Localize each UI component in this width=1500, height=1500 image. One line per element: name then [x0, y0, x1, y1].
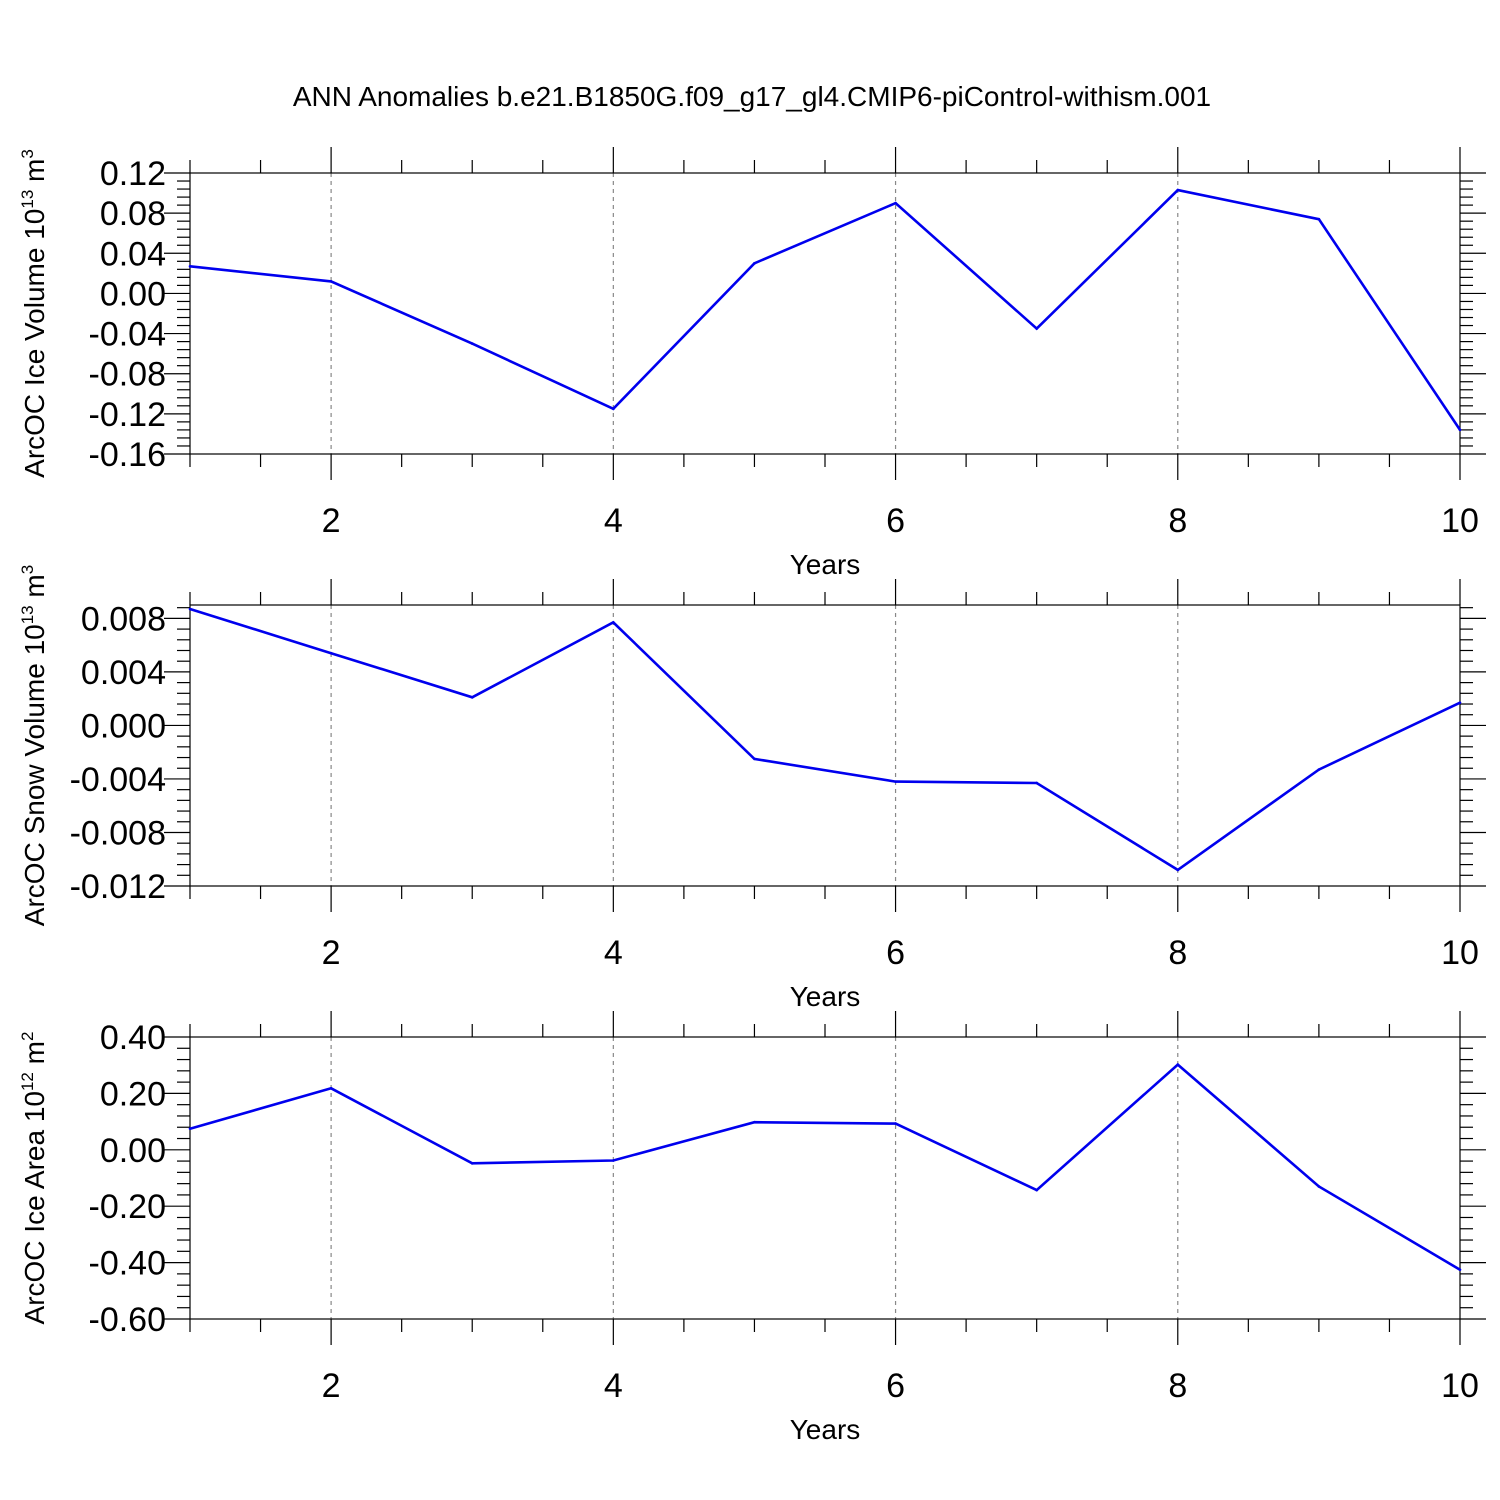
data-point — [1458, 701, 1462, 704]
x-tick-label: 6 — [886, 934, 905, 972]
data-point — [1035, 781, 1038, 785]
y-tick-label: -0.60 — [89, 1301, 167, 1339]
x-tick-label: 2 — [322, 1367, 341, 1405]
series-line — [189, 188, 1462, 431]
chart-panel-3: -0.60 -0.40 -0.20 0.00 0.20 0.40 2 4 6 8 10 Years Ar… — [18, 1011, 1486, 1445]
chart-panel-2: -0.012 -0.008 -0.004 0.000 0.004 0.008 2 4 6 8 10 Y… — [18, 565, 1486, 1012]
x-axis-label: Years — [790, 1414, 861, 1445]
plot-frame — [189, 1036, 1461, 1320]
data-point — [1458, 428, 1462, 432]
y-axis-label-text: ArcOC Snow Volume 10 — [19, 624, 50, 926]
x-tick-label: 4 — [604, 1367, 623, 1405]
y-axis-label-superscript: 12 — [18, 1072, 37, 1091]
y-tick-label: 0.20 — [100, 1075, 166, 1113]
data-point — [612, 407, 615, 411]
y-tick-label: 0.40 — [100, 1019, 166, 1057]
data-point — [753, 757, 756, 761]
x-tick-label: 8 — [1168, 1367, 1187, 1405]
x-tick-label: 10 — [1441, 934, 1479, 972]
plot-frame — [189, 172, 1461, 455]
data-point — [753, 1120, 756, 1124]
data-point — [470, 696, 474, 699]
data-point — [1317, 768, 1321, 771]
data-point — [470, 1162, 474, 1165]
data-point — [470, 342, 474, 345]
x-tick-label: 6 — [886, 1367, 905, 1405]
y-axis-label: ArcOC Ice Volume 1013 m3 — [18, 149, 50, 478]
y-axis-label-superscript: 3 — [18, 149, 37, 158]
data-point — [1035, 327, 1038, 330]
y-tick-label: -0.008 — [70, 814, 166, 852]
y-tick-label: 0.08 — [100, 195, 166, 233]
y-axis-label: ArcOC Snow Volume 1013 m3 — [18, 565, 50, 926]
data-point — [894, 201, 897, 205]
y-tick-label: 0.00 — [100, 275, 166, 313]
data-point — [753, 262, 756, 265]
data-point — [1176, 188, 1180, 192]
y-axis-label-superscript: 13 — [18, 190, 37, 209]
y-axis-label-text: ArcOC Ice Volume 10 — [19, 209, 50, 478]
y-tick-label: -0.20 — [89, 1188, 167, 1226]
x-tick-label: 8 — [1168, 934, 1187, 972]
x-tick-label: 10 — [1441, 502, 1479, 540]
data-point — [329, 651, 333, 655]
x-tick-label: 2 — [322, 934, 341, 972]
y-axis-label-text: ArcOC Ice Area 10 — [19, 1091, 50, 1324]
series-line — [189, 1062, 1461, 1271]
data-point — [188, 1127, 192, 1130]
y-tick-label: 0.000 — [81, 707, 166, 745]
y-axis-label-text: m — [19, 574, 50, 605]
x-tick-label: 8 — [1168, 502, 1187, 540]
y-axis-label-superscript: 13 — [18, 605, 37, 624]
figure-title: ANN Anomalies b.e21.B1850G.f09_g17_gl4.C… — [293, 81, 1211, 112]
panels: -0.16-0.12-0.08-0.040.000.040.080.122 4 6 8… — [18, 147, 1486, 1445]
y-tick-label: -0.12 — [89, 396, 167, 434]
y-tick-label: 0.12 — [100, 155, 166, 193]
y-tick-label: 0.004 — [81, 654, 166, 692]
chart-panel-1: -0.16-0.12-0.08-0.040.000.040.080.12 2 4 6 8… — [18, 147, 1486, 580]
x-tick-label: 6 — [886, 502, 905, 540]
y-tick-label: 0.00 — [100, 1132, 166, 1170]
x-tick-label: 2 — [322, 502, 341, 540]
y-tick-label: -0.16 — [89, 436, 167, 474]
series-line — [189, 607, 1461, 872]
y-tick-label: -0.004 — [70, 761, 166, 799]
plot-frame — [189, 604, 1461, 887]
y-tick-label: -0.08 — [89, 356, 167, 394]
y-axis-label-superscript: 2 — [18, 1032, 37, 1041]
data-point — [329, 280, 333, 283]
data-point — [1458, 1268, 1462, 1271]
y-tick-label: -0.40 — [89, 1245, 167, 1283]
data-point — [894, 780, 897, 783]
data-point — [1317, 217, 1321, 221]
y-axis-label-superscript: 3 — [18, 565, 37, 574]
data-point — [1035, 1188, 1038, 1192]
data-point — [612, 621, 615, 624]
data-point — [188, 265, 192, 268]
y-tick-label: 0.008 — [81, 600, 166, 638]
y-axis-label: ArcOC Ice Area 1012 m2 — [18, 1032, 50, 1325]
data-point — [612, 1159, 615, 1162]
y-axis-label-text: m — [19, 1041, 50, 1072]
data-point — [188, 607, 192, 611]
x-tick-label: 4 — [604, 934, 623, 972]
x-axis-label: Years — [790, 981, 861, 1012]
data-point — [1317, 1185, 1321, 1188]
x-axis-label: Years — [790, 549, 861, 580]
y-tick-label: -0.012 — [70, 868, 166, 906]
y-axis-label-text: m — [19, 159, 50, 190]
data-point — [1176, 868, 1180, 872]
x-tick-label: 4 — [604, 502, 623, 540]
y-tick-label: -0.04 — [89, 316, 167, 354]
data-point — [329, 1087, 333, 1090]
x-tick-label: 10 — [1441, 1367, 1479, 1405]
data-point — [1176, 1063, 1180, 1066]
y-tick-label: 0.04 — [100, 235, 166, 273]
data-point — [894, 1122, 897, 1125]
